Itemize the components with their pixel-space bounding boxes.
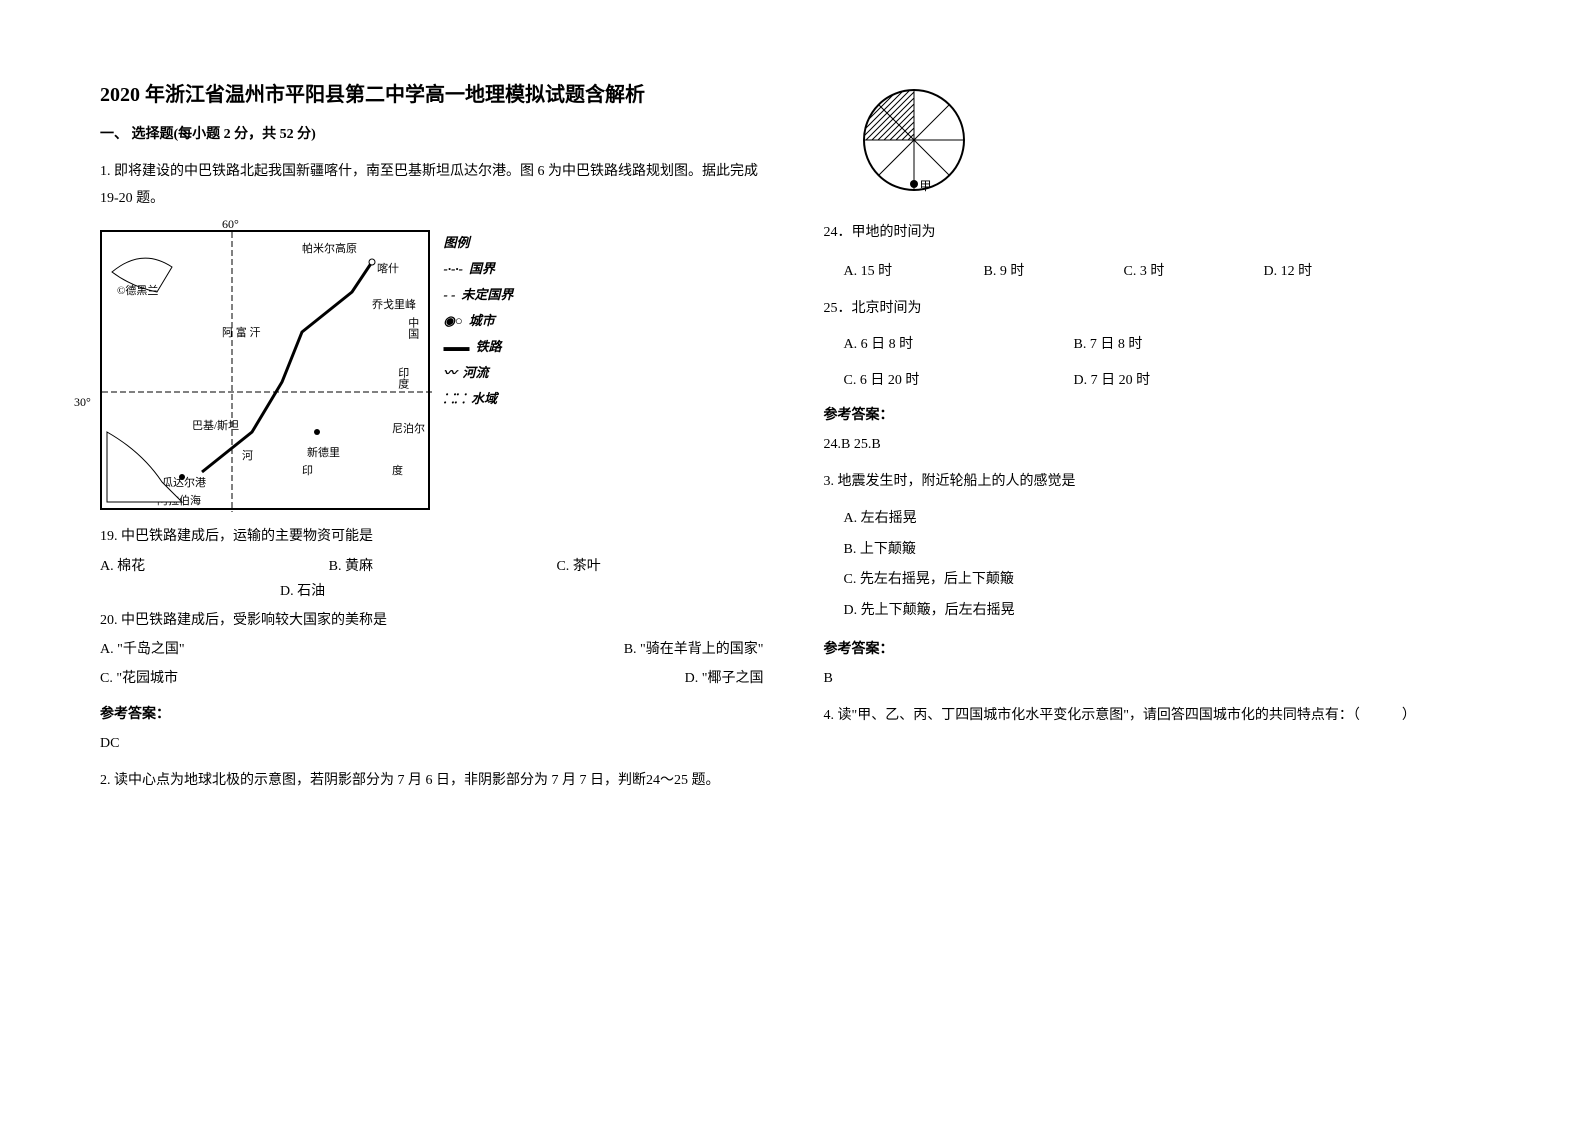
q25-text: 25．北京时间为 [824, 296, 1488, 323]
q3-d: D. 先上下颠簸，后左右摇晃 [844, 596, 1488, 627]
q3-answer-label: 参考答案： [824, 637, 1488, 662]
page-columns: 2020 年浙江省温州市平阳县第二中学高一地理模拟试题含解析 一、 选择题(每小… [100, 80, 1487, 802]
q1-intro: 1. 即将建设的中巴铁路北起我国新疆喀什，南至巴基斯坦瓜达尔港。图 6 为中巴铁… [100, 159, 764, 212]
q1-answer: DC [100, 731, 764, 756]
q20-d: D. "椰子之国 [685, 666, 764, 691]
legend-water: ⸬⸬水域 [444, 386, 514, 412]
q19-d: D. 石油 [280, 579, 764, 604]
map-lat-label: 30° [74, 392, 91, 414]
q20-c: C. "花园城市 [100, 671, 178, 686]
map-legend: 图例 -·-·-国界 - -未定国界 ◉○城市 ▬▬铁路 〰河流 ⸬⸬水域 [444, 230, 514, 412]
q3-b: B. 上下颠簸 [844, 535, 1488, 566]
q20-a: A. "千岛之国" [100, 642, 185, 657]
q1-answer-label: 参考答案： [100, 702, 764, 727]
q24-options: A. 15 时 B. 9 时 C. 3 时 D. 12 时 [844, 259, 1488, 284]
jia-label: 甲 [920, 176, 932, 198]
q2-answer-label: 参考答案： [824, 403, 1488, 428]
q3-a: A. 左右摇晃 [844, 504, 1488, 535]
legend-title: 图例 [444, 230, 514, 256]
legend-rail: ▬▬铁路 [444, 334, 514, 360]
exam-title: 2020 年浙江省温州市平阳县第二中学高一地理模拟试题含解析 [100, 80, 764, 110]
q2-intro: 2. 读中心点为地球北极的示意图，若阴影部分为 7 月 6 日，非阴影部分为 7… [100, 768, 764, 795]
q4-text: 4. 读"甲、乙、丙、丁四国城市化水平变化示意图"，请回答四国城市化的共同特点有… [824, 703, 1488, 730]
q2-answer: 24.B 25.B [824, 432, 1488, 457]
map-svg [102, 232, 432, 512]
q25-a: A. 6 日 8 时 [844, 332, 1074, 357]
q3-c: C. 先左右摇晃，后上下颠簸 [844, 565, 1488, 596]
q3-answer: B [824, 666, 1488, 691]
section-header: 一、 选择题(每小题 2 分，共 52 分) [100, 122, 764, 147]
q19-text: 19. 中巴铁路建成后，运输的主要物资可能是 [100, 524, 764, 549]
q19-c: C. 茶叶 [556, 559, 600, 574]
legend-border: -·-·-国界 [444, 256, 514, 282]
q20-text: 20. 中巴铁路建成后，受影响较大国家的美称是 [100, 608, 764, 633]
right-column: 甲 24．甲地的时间为 A. 15 时 B. 9 时 C. 3 时 D. 12 … [824, 80, 1488, 802]
q24-d: D. 12 时 [1264, 259, 1364, 284]
q24-b: B. 9 时 [984, 259, 1084, 284]
polar-diagram: 甲 [854, 80, 974, 200]
q19-b: B. 黄麻 [329, 559, 373, 574]
q19-a: A. 棉花 [100, 559, 145, 574]
q25-row1: A. 6 日 8 时 B. 7 日 8 时 [824, 332, 1488, 357]
legend-undef: - -未定国界 [444, 282, 514, 308]
legend-city: ◉○城市 [444, 308, 514, 334]
left-column: 2020 年浙江省温州市平阳县第二中学高一地理模拟试题含解析 一、 选择题(每小… [100, 80, 764, 802]
q25-b: B. 7 日 8 时 [1074, 332, 1143, 357]
q25-d: D. 7 日 20 时 [1074, 368, 1151, 393]
q24-c: C. 3 时 [1124, 259, 1224, 284]
q20-b: B. "骑在羊背上的国家" [624, 637, 764, 662]
legend-river: 〰河流 [444, 360, 514, 386]
q24-a: A. 15 时 [844, 259, 944, 284]
map-box: 60° 30° 帕米尔高原 喀什 ©德黑兰 阿 富 汗 乔戈里峰 中国 印度 巴… [100, 230, 430, 510]
q20-cd: C. "花园城市 D. "椰子之国 [100, 666, 764, 691]
q25-row2: C. 6 日 20 时 D. 7 日 20 时 [824, 368, 1488, 393]
q3-options: A. 左右摇晃 B. 上下颠簸 C. 先左右摇晃，后上下颠簸 D. 先上下颠簸，… [844, 504, 1488, 627]
q25-c: C. 6 日 20 时 [844, 368, 1074, 393]
map-figure: 60° 30° 帕米尔高原 喀什 ©德黑兰 阿 富 汗 乔戈里峰 中国 印度 巴… [100, 230, 513, 510]
q20-ab: A. "千岛之国" B. "骑在羊背上的国家" [100, 637, 764, 662]
q24-text: 24．甲地的时间为 [824, 220, 1488, 247]
q3-text: 3. 地震发生时，附近轮船上的人的感觉是 [824, 469, 1488, 496]
q19-opts: A. 棉花 B. 黄麻 C. 茶叶 D. 石油 [100, 554, 764, 604]
